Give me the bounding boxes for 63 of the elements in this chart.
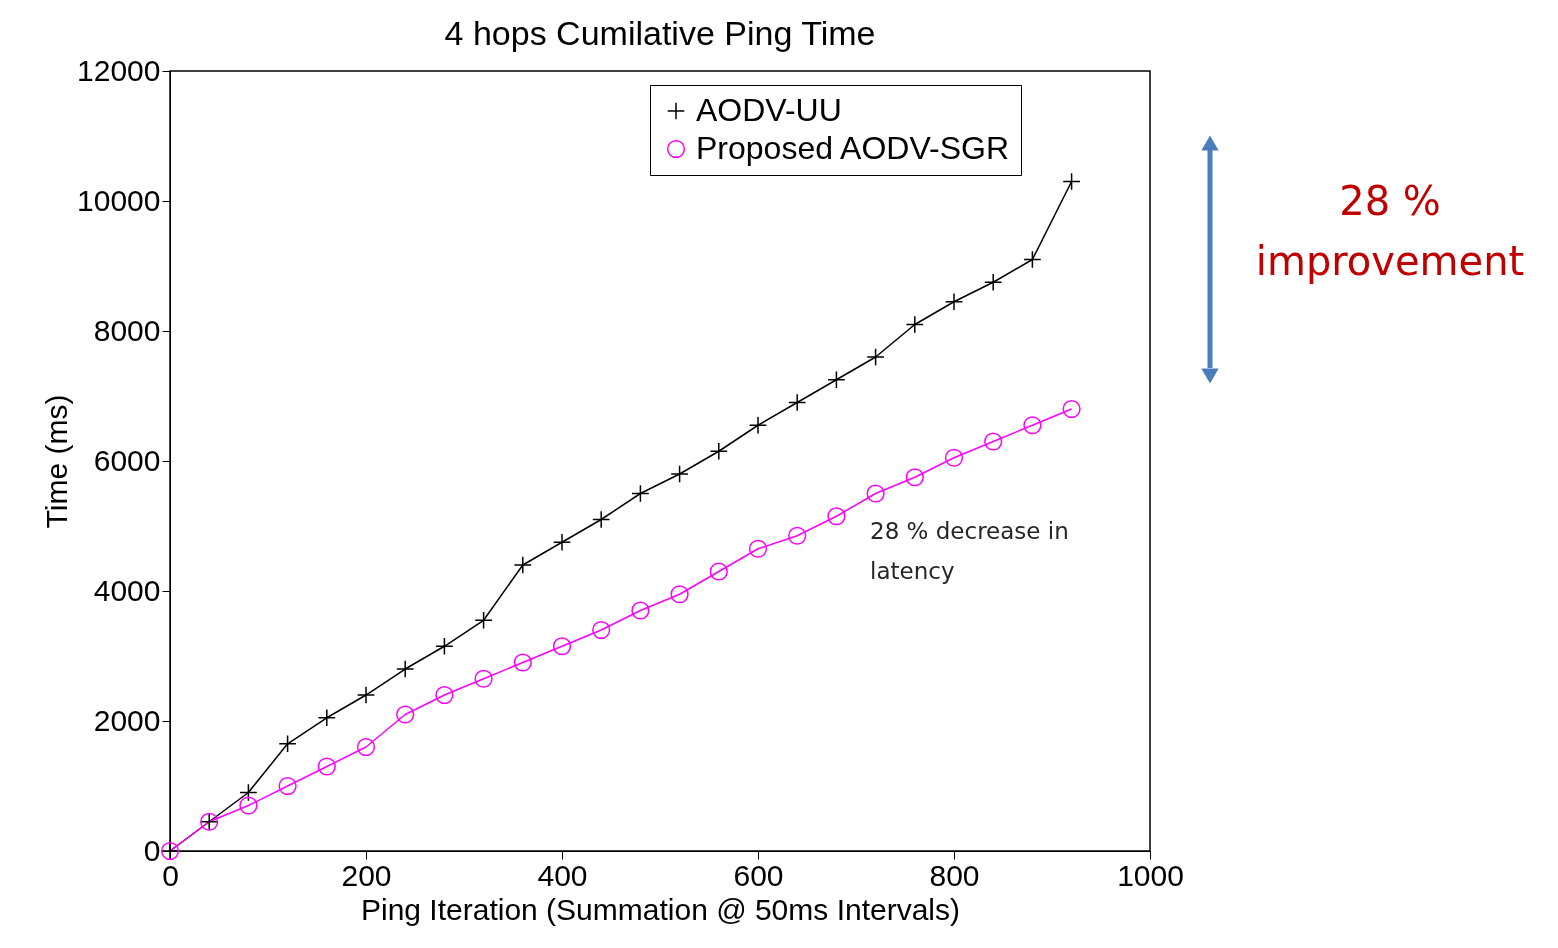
point bbox=[278, 776, 297, 796]
point bbox=[984, 273, 1003, 292]
point bbox=[670, 585, 689, 604]
y-axis-title: Time (ms) bbox=[40, 394, 74, 529]
point bbox=[239, 796, 258, 815]
point bbox=[513, 555, 532, 575]
y-tick-label: 2000 bbox=[93, 703, 161, 737]
point bbox=[709, 562, 728, 581]
point bbox=[709, 442, 728, 461]
x-tick-label: 800 bbox=[929, 858, 980, 892]
y-tick-label: 0 bbox=[143, 833, 161, 867]
y-tick-label: 6000 bbox=[93, 443, 161, 477]
point bbox=[631, 601, 650, 620]
point bbox=[748, 539, 768, 558]
point bbox=[396, 659, 415, 679]
point bbox=[317, 757, 336, 776]
y-tick-label: 12000 bbox=[77, 53, 161, 87]
point bbox=[788, 526, 807, 545]
point bbox=[592, 620, 611, 640]
point bbox=[984, 432, 1003, 451]
point bbox=[552, 637, 572, 656]
x-tick-label: 200 bbox=[341, 858, 392, 892]
point bbox=[1023, 250, 1042, 269]
text: 28 % improvement bbox=[1255, 178, 1525, 284]
legend-label: Proposed AODV-SGR bbox=[696, 130, 1010, 166]
point bbox=[474, 669, 493, 688]
chart-title: 4 hops Cumilative Ping Time bbox=[444, 14, 876, 52]
point bbox=[513, 653, 532, 672]
point bbox=[1062, 172, 1081, 191]
point bbox=[905, 315, 924, 334]
x-tick-label: 400 bbox=[537, 858, 588, 892]
point bbox=[278, 734, 297, 753]
point bbox=[435, 637, 454, 656]
point bbox=[748, 416, 768, 435]
point bbox=[944, 448, 964, 467]
point bbox=[827, 370, 846, 389]
point bbox=[1023, 416, 1042, 435]
point bbox=[670, 464, 689, 484]
legend-label: AODV-UU bbox=[696, 92, 842, 128]
point bbox=[552, 533, 572, 552]
point bbox=[317, 708, 336, 727]
point bbox=[866, 347, 885, 367]
x-axis-title: Ping Iteration (Summation @ 50ms Intervals) bbox=[360, 892, 961, 926]
point bbox=[435, 685, 454, 705]
point bbox=[866, 484, 885, 503]
point bbox=[1062, 399, 1081, 419]
x-tick-label: 600 bbox=[733, 858, 784, 892]
point bbox=[905, 468, 924, 487]
point bbox=[396, 705, 415, 724]
point bbox=[827, 507, 846, 526]
point bbox=[631, 484, 650, 503]
point bbox=[356, 737, 376, 757]
point bbox=[474, 611, 493, 630]
annotation: 28 % decrease in latency bbox=[870, 518, 1069, 584]
point bbox=[239, 783, 258, 802]
point bbox=[944, 292, 964, 311]
y-tick-label: 10000 bbox=[77, 183, 161, 217]
point bbox=[356, 685, 376, 705]
y-tick-label: 8000 bbox=[93, 313, 161, 347]
point bbox=[592, 510, 611, 529]
y-tick-label: 4000 bbox=[93, 573, 161, 607]
point bbox=[788, 393, 807, 412]
x-tick-label: 1000 bbox=[1117, 858, 1184, 892]
